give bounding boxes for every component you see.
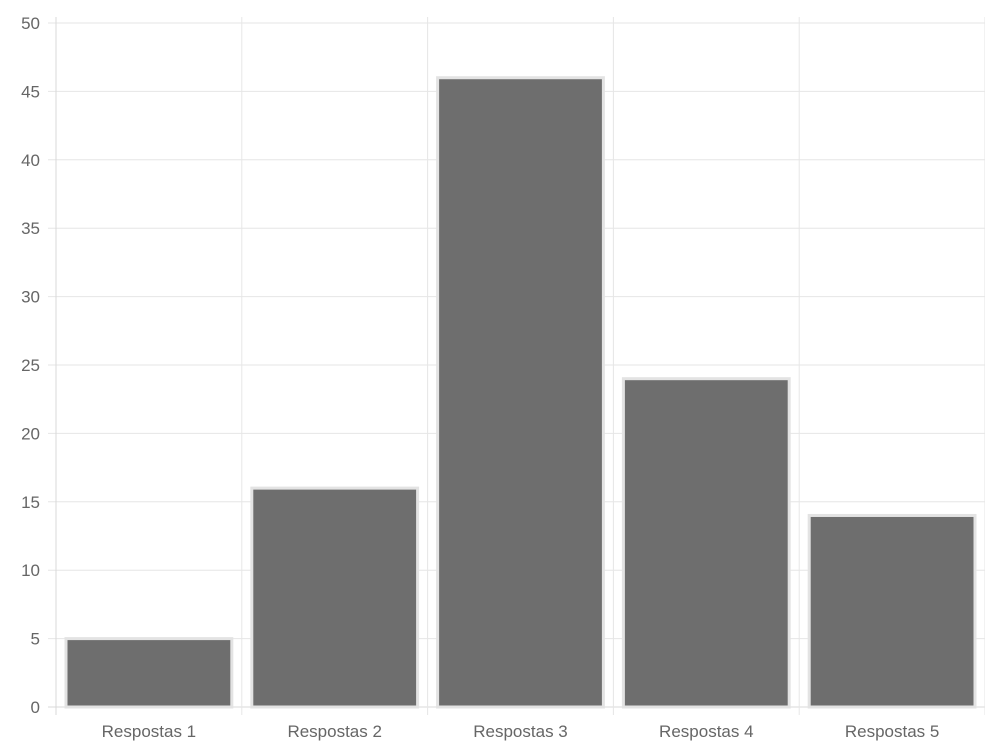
y-tick-label: 45 — [21, 82, 40, 101]
y-tick-label: 30 — [21, 288, 40, 307]
y-tick-label: 15 — [21, 493, 40, 512]
y-tick-label: 10 — [21, 561, 40, 580]
y-tick-label: 20 — [21, 424, 40, 443]
bar-respostas-2[interactable] — [250, 486, 420, 709]
bar-respostas-1[interactable] — [64, 637, 234, 709]
y-tick-label: 40 — [21, 151, 40, 170]
x-tick-label: Respostas 1 — [102, 722, 197, 741]
bars — [64, 76, 977, 709]
y-tick-label: 35 — [21, 219, 40, 238]
y-tick-label: 25 — [21, 356, 40, 375]
tick-labels: 0 5 10 15 20 25 30 35 40 45 50 Respostas 1 Respostas… — [21, 14, 939, 741]
x-tick-label: Respostas 4 — [659, 722, 754, 741]
bar-respostas-5[interactable] — [807, 513, 977, 709]
y-tick-label: 5 — [31, 630, 40, 649]
bar-respostas-3[interactable] — [436, 76, 605, 709]
x-tick-label: Respostas 3 — [473, 722, 568, 741]
bar-respostas-4[interactable] — [621, 377, 791, 709]
x-tick-label: Respostas 5 — [845, 722, 940, 741]
x-tick-label: Respostas 2 — [287, 722, 382, 741]
y-tick-label: 0 — [31, 698, 40, 717]
y-tick-label: 50 — [21, 14, 40, 33]
